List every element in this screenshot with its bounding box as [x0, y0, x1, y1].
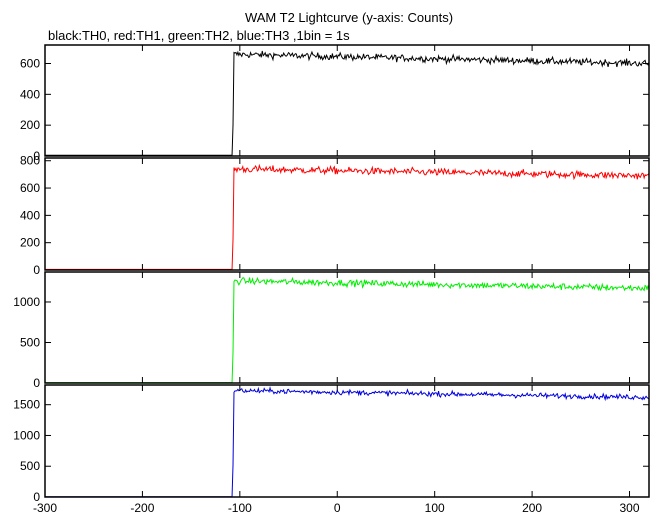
panel-frame [44, 157, 650, 271]
y-tick-label: 400 [20, 87, 40, 101]
x-tick-label: 0 [334, 501, 341, 515]
panel-th3: 0 500 1000 1500 [13, 384, 650, 504]
series-th0-line [45, 50, 650, 156]
panel-frame [44, 384, 650, 498]
y-tick-label: 200 [20, 118, 40, 132]
y-tick-label: 0 [33, 490, 40, 504]
y-tick-label: 0 [33, 376, 40, 390]
y-tick-label: 1500 [13, 398, 40, 412]
y-tick-label: 600 [20, 57, 40, 71]
y-tick-label: 500 [20, 459, 40, 473]
x-tick-label: 200 [522, 501, 542, 515]
y-tick-label: 0 [33, 149, 40, 163]
panel-frame [44, 271, 650, 384]
y-tick-label: 500 [20, 335, 40, 349]
panels: 0200400600020040060080005001000050010001… [13, 44, 650, 504]
y-tick-label: 1000 [13, 428, 40, 442]
panel-th2: 0 500 1000 [13, 271, 650, 390]
y-tick-label: 400 [20, 208, 40, 222]
y-tick-label: 600 [20, 181, 40, 195]
series-th3-line [45, 385, 650, 498]
chart-subtitle: black:TH0, red:TH1, green:TH2, blue:TH3 … [48, 28, 350, 43]
x-tick-label: 300 [620, 501, 640, 515]
x-axis: -300 -200 -100 0 100 200 300 [33, 501, 640, 515]
x-tick-label: 100 [425, 501, 445, 515]
series-th2-line [45, 276, 650, 384]
chart-title: WAM T2 Lightcurve (y-axis: Counts) [245, 10, 453, 25]
x-tick-label: -200 [130, 501, 154, 515]
x-tick-label: -100 [228, 501, 252, 515]
y-tick-label: 800 [20, 154, 40, 168]
panel-th0: 0 200 400 600 [20, 44, 650, 163]
x-tick-label: -300 [33, 501, 57, 515]
y-tick-label: 0 [33, 263, 40, 277]
series-th1-line [45, 163, 650, 270]
panel-frame [44, 44, 650, 157]
y-tick-label: 1000 [13, 295, 40, 309]
y-tick-label: 200 [20, 236, 40, 250]
panel-th1: 0 200 400 600 800 [20, 154, 650, 277]
